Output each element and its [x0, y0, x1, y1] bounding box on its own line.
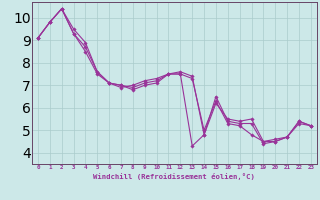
- X-axis label: Windchill (Refroidissement éolien,°C): Windchill (Refroidissement éolien,°C): [93, 173, 255, 180]
